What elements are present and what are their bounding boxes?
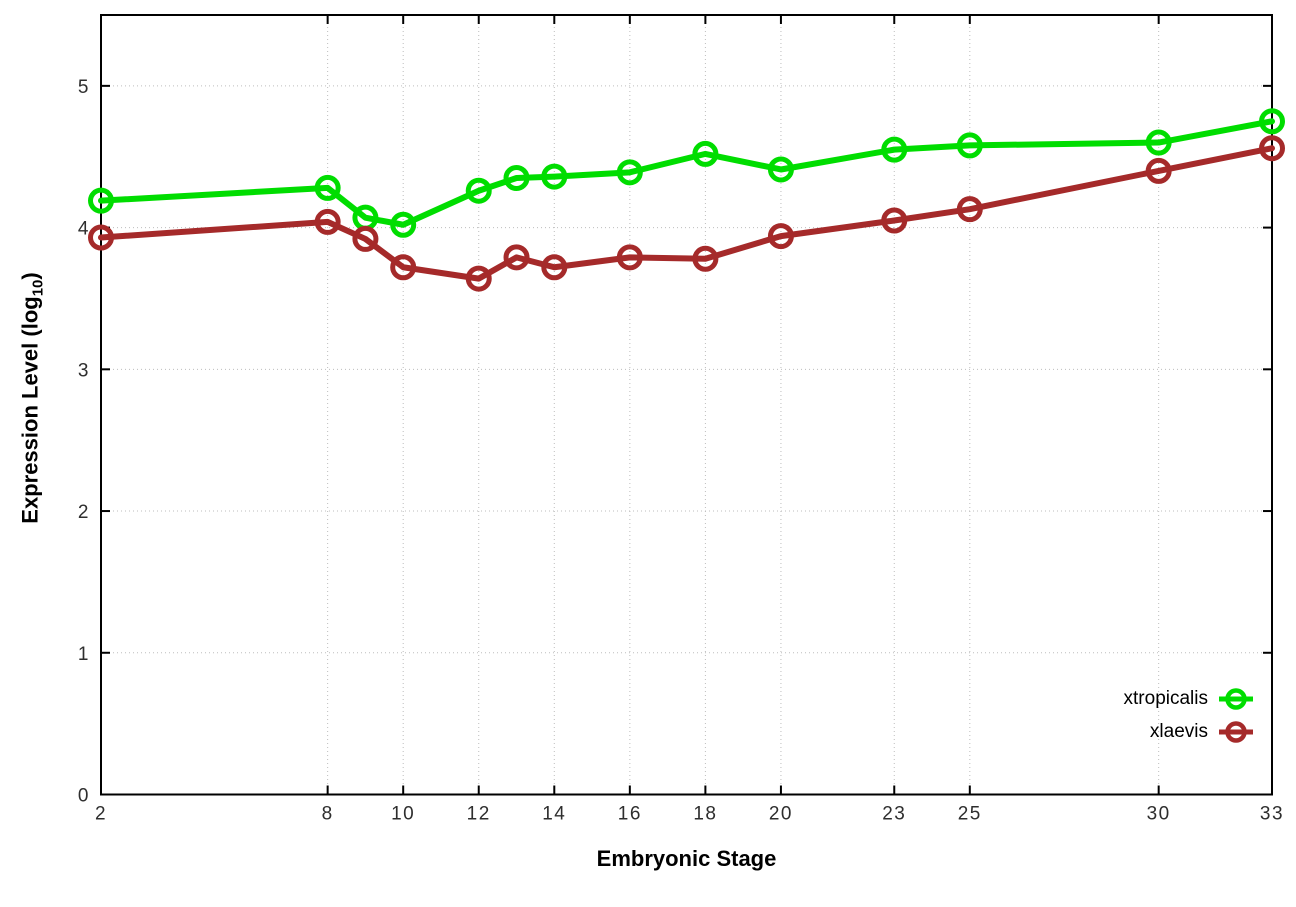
data-point-xlaevis [541,254,568,281]
x-tick-label: 12 [467,804,491,825]
x-tick-label: 8 [322,804,334,825]
y-axis-title: Expression Level (log10) [17,272,46,523]
x-tick-label: 25 [958,804,982,825]
legend-label-xlaevis: xlaevis [1149,721,1208,742]
data-point-xtropicalis [503,164,530,191]
data-point-xlaevis [314,208,341,235]
y-tick-label: 5 [78,77,90,98]
data-point-xtropicalis [1145,129,1172,156]
data-point-xtropicalis [881,136,908,163]
y-axis-title-subscript: 10 [29,279,47,297]
legend-marker-xlaevis-icon [1219,721,1253,743]
data-point-xlaevis [692,245,719,272]
data-point-xlaevis [1145,157,1172,184]
data-point-xtropicalis [616,159,643,186]
data-point-xlaevis [503,244,530,271]
data-point-xtropicalis [767,156,794,183]
legend-item-xtropicalis: xtropicalis [1124,684,1254,714]
y-axis-title-close: ) [17,272,43,280]
x-tick-label: 2 [95,804,107,825]
series-line-xtropicalis [98,118,1275,228]
y-tick-label: 4 [78,219,90,240]
data-point-xlaevis [616,244,643,271]
x-tick-label: 23 [882,804,906,825]
data-point-xlaevis [767,223,794,250]
data-point-xtropicalis [314,174,341,201]
series-line-xlaevis [98,145,1275,282]
y-tick-label: 3 [78,360,90,381]
y-axis-title-main: Expression Level (log [17,296,43,524]
data-point-xlaevis [881,207,908,234]
data-point-xlaevis [88,224,114,251]
y-tick-label: 0 [78,786,90,807]
data-point-xtropicalis [956,132,983,159]
y-tick-label: 1 [78,644,90,665]
data-point-xlaevis [465,265,492,292]
y-tick-label: 2 [78,502,90,523]
legend-label-xtropicalis: xtropicalis [1123,688,1208,709]
x-tick-label: 14 [542,804,566,825]
legend-marker-xtropicalis-icon [1219,688,1253,710]
data-point-xtropicalis [541,163,568,190]
data-point-xlaevis [390,254,417,281]
legend: xtropicalis xlaevis [1124,684,1254,747]
data-point-xtropicalis [88,187,114,214]
data-point-xlaevis [1259,135,1285,162]
x-tick-label: 20 [769,804,793,825]
data-point-xtropicalis [390,211,417,238]
data-point-xtropicalis [1259,108,1285,135]
data-point-xtropicalis [465,177,492,204]
data-point-xlaevis [352,225,379,252]
data-point-xtropicalis [692,140,719,167]
x-tick-label: 33 [1260,804,1284,825]
x-tick-label: 18 [693,804,717,825]
x-axis-title: Embryonic Stage [596,846,777,871]
legend-item-xlaevis: xlaevis [1124,717,1254,747]
x-tick-label: 10 [391,804,415,825]
plot-frame [100,14,1273,796]
x-tick-label: 30 [1147,804,1171,825]
x-tick-label: 16 [618,804,642,825]
data-point-xlaevis [956,196,983,223]
